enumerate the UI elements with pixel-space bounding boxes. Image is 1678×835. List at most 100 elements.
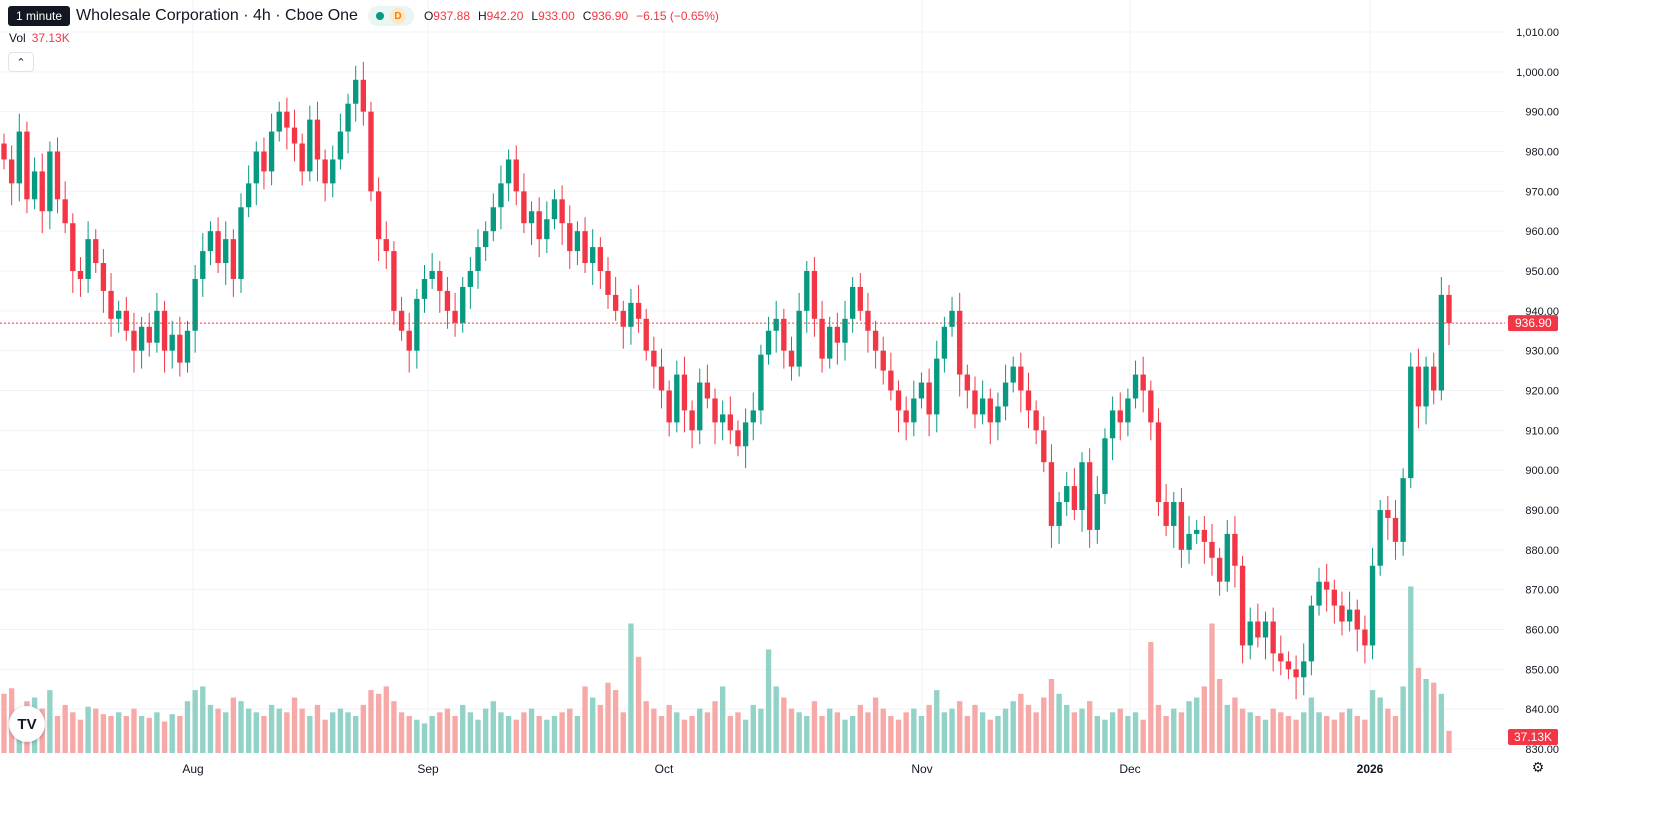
candle-body <box>261 151 267 172</box>
candle-body <box>1438 294 1445 391</box>
time-tick-label: Sep <box>417 762 439 776</box>
candle-body <box>681 374 688 411</box>
candle-body <box>330 159 336 184</box>
time-tick-label: Dec <box>1119 762 1140 776</box>
candle-body <box>666 390 672 423</box>
candle-body <box>903 410 909 423</box>
candle-body <box>536 211 542 240</box>
candle-body <box>1400 478 1406 542</box>
volume-bar <box>1178 712 1185 753</box>
candle-body <box>979 398 986 415</box>
candle-body <box>460 286 466 323</box>
candle-body <box>1171 502 1177 526</box>
candle-body <box>116 310 122 319</box>
volume-bar <box>1018 693 1024 753</box>
market-status[interactable]: D <box>367 6 414 26</box>
candle-body <box>337 131 344 160</box>
current-price-tag <box>1508 315 1558 332</box>
candle-body <box>299 143 305 172</box>
volume-bar <box>1117 708 1123 753</box>
candle-body <box>750 410 756 423</box>
volume-bar <box>1285 716 1292 753</box>
volume-bar <box>1308 697 1315 753</box>
candle-body <box>1446 294 1452 324</box>
candle-body <box>1255 621 1261 638</box>
gear-icon[interactable]: ⚙ <box>1531 759 1545 775</box>
volume-bar <box>895 719 902 753</box>
volume-bar <box>284 712 290 753</box>
volume-bars <box>1 586 1452 753</box>
candle-body <box>444 290 451 311</box>
candle-body <box>1285 661 1292 670</box>
candle-body <box>85 239 91 279</box>
volume-bar <box>1262 719 1269 753</box>
candle-body <box>1278 653 1284 662</box>
price-tick-label: 1,010.00 <box>1516 27 1559 39</box>
volume-bar <box>1094 716 1100 753</box>
candle-body <box>819 318 825 359</box>
collapse-legend-button[interactable]: ⌃ <box>8 52 34 72</box>
volume-bar <box>261 716 267 753</box>
volume-bar <box>490 701 496 753</box>
ohlc-high: H942.20 <box>478 9 524 23</box>
volume-bar <box>903 712 909 753</box>
tradingview-logo[interactable]: TV <box>9 706 45 742</box>
candle-body <box>1010 366 1016 383</box>
volume-bar <box>1400 686 1406 753</box>
volume-bar <box>467 712 474 753</box>
candle-body <box>1293 669 1299 678</box>
price-tick-label: 890.00 <box>1525 505 1559 517</box>
candle-body <box>1056 502 1062 526</box>
volume-bar <box>1247 712 1253 753</box>
candle-body <box>689 410 695 431</box>
candle-body <box>597 247 604 271</box>
volume-bar <box>1323 716 1330 753</box>
candle-body <box>291 127 298 144</box>
volume-bar <box>116 712 122 753</box>
candle-body <box>1086 462 1093 530</box>
candle-body <box>827 326 833 359</box>
volume-bar <box>949 708 955 753</box>
volume-bar <box>414 719 420 753</box>
time-axis[interactable]: Aug Sep Oct Nov Dec 2026 <box>182 762 1383 776</box>
candle-body <box>498 183 504 208</box>
interval-badge[interactable]: 1 minute <box>8 6 71 26</box>
candle-body <box>1186 533 1192 550</box>
market-open-dot-icon <box>375 12 384 20</box>
candle-body <box>1041 430 1047 463</box>
candle-body <box>1339 605 1345 622</box>
volume-bar <box>299 708 305 753</box>
volume-bar <box>1109 712 1116 753</box>
price-axis[interactable]: 1,010.00 1,000.00 990.00 980.00 970.00 960.00… <box>1516 27 1559 756</box>
volume-bar <box>1132 712 1139 753</box>
volume-bar <box>383 686 389 753</box>
volume-bar <box>1171 708 1177 753</box>
candle-body <box>658 366 665 391</box>
volume-bar <box>475 719 481 753</box>
volume-bar <box>1086 701 1093 753</box>
volume-bar <box>1415 667 1422 753</box>
candle-body <box>918 382 925 399</box>
volume-bar <box>291 697 298 753</box>
volume-legend-label: Vol <box>9 31 26 45</box>
volume-bar <box>995 716 1001 753</box>
time-tick-label: Aug <box>182 762 203 776</box>
volume-bar <box>1423 679 1429 753</box>
candle-body <box>1002 382 1009 407</box>
volume-bar <box>582 686 588 753</box>
volume-bar <box>536 716 542 753</box>
candle-body <box>1025 390 1032 411</box>
candle-body <box>1178 502 1185 550</box>
candle-body <box>230 239 237 279</box>
grid <box>0 0 1505 755</box>
symbol-title[interactable]: Wholesale Corporation · 4h · Cboe One <box>76 7 358 24</box>
volume-bar <box>1316 712 1322 753</box>
candle-body <box>268 131 275 172</box>
candle-body <box>926 382 932 415</box>
candle-body <box>16 131 22 184</box>
volume-bar <box>1293 719 1299 753</box>
price-tick-label: 870.00 <box>1525 585 1559 597</box>
candle-body <box>804 271 810 311</box>
candle-body <box>605 271 611 295</box>
